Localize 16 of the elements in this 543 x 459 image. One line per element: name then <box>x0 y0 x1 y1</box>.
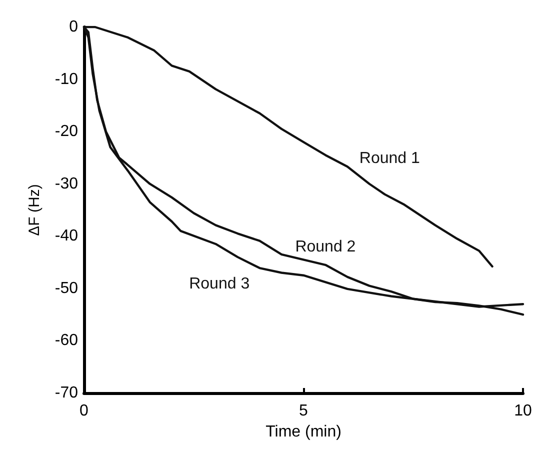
x-tick-label: 10 <box>514 402 532 420</box>
y-tick-label: 0 <box>69 18 78 36</box>
y-tick-label: -70 <box>54 384 78 402</box>
y-tick-label: -50 <box>54 280 78 297</box>
y-axis-title: ΔF (Hz) <box>26 184 43 236</box>
series-label: Round 3 <box>189 276 250 293</box>
series-label: Round 1 <box>359 150 420 168</box>
y-tick-label: -10 <box>54 70 78 88</box>
x-tick-label: 0 <box>80 402 89 420</box>
x-axis-title: Time (min) <box>266 423 342 440</box>
y-tick-label: -60 <box>54 332 78 350</box>
y-tick-label: -30 <box>54 175 78 192</box>
y-tick-label: -20 <box>54 123 78 140</box>
y-tick-label: -40 <box>54 228 78 245</box>
x-tick-label: 5 <box>299 402 308 420</box>
series-label: Round 2 <box>295 238 356 256</box>
